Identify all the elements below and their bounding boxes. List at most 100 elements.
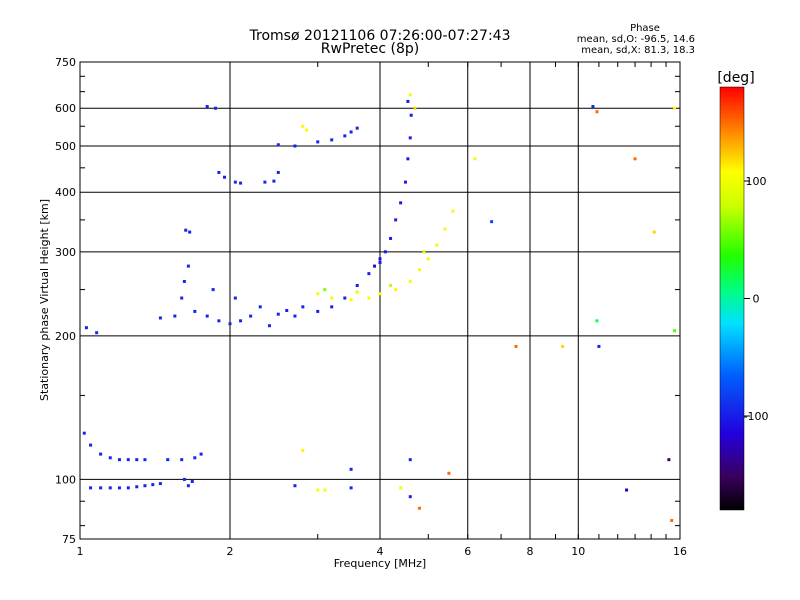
- data-point: [330, 296, 334, 300]
- data-point: [135, 458, 139, 462]
- phase-stats-x: mean, sd,X: 81.3, 18.3: [581, 45, 695, 56]
- data-point: [673, 329, 677, 333]
- data-point: [633, 157, 637, 161]
- y-tick-label: 200: [55, 330, 76, 343]
- data-point: [249, 314, 253, 318]
- x-tick-label: 4: [377, 545, 384, 558]
- data-point: [408, 93, 412, 97]
- y-axis-label: Stationary phase Virtual Height [km]: [38, 199, 51, 401]
- data-point: [323, 488, 327, 492]
- data-point: [217, 319, 221, 323]
- data-point: [223, 175, 227, 179]
- data-point: [408, 136, 412, 140]
- data-point: [373, 264, 377, 268]
- data-point: [239, 181, 243, 185]
- data-point: [276, 143, 280, 147]
- data-point: [406, 99, 410, 103]
- data-point: [561, 344, 565, 348]
- data-point: [316, 309, 320, 313]
- data-point: [473, 157, 477, 161]
- data-point: [166, 458, 170, 462]
- data-point: [343, 296, 347, 300]
- data-point: [276, 170, 280, 174]
- x-tick-label: 10: [571, 545, 585, 558]
- data-point: [514, 344, 518, 348]
- colorbar-ticks: 100 0 -100: [744, 175, 769, 423]
- data-point: [383, 250, 387, 254]
- data-point: [403, 180, 407, 184]
- data-point: [408, 495, 412, 499]
- data-point: [190, 479, 194, 483]
- data-point: [205, 105, 209, 109]
- x-tick-label: 1: [77, 545, 84, 558]
- data-point: [625, 488, 629, 492]
- data-point: [213, 106, 217, 110]
- data-point: [406, 157, 410, 161]
- data-point: [367, 272, 371, 276]
- chart-title: Tromsø 20121106 07:26:00-07:27:43: [249, 28, 511, 44]
- data-points: [82, 93, 677, 523]
- data-point: [490, 220, 494, 224]
- data-point: [316, 292, 320, 296]
- data-point: [399, 486, 403, 490]
- y-tick-label: 75: [62, 533, 76, 546]
- data-point: [293, 144, 297, 148]
- data-point: [389, 283, 393, 287]
- colorbar-tick-label: -100: [744, 410, 769, 423]
- data-point: [595, 319, 599, 323]
- data-point: [267, 324, 271, 328]
- x-axis-ticks: 1 2 4 6 8 10 16: [77, 62, 687, 558]
- data-point: [305, 128, 309, 132]
- data-point: [135, 485, 139, 489]
- data-point: [417, 268, 421, 272]
- data-point: [595, 110, 599, 114]
- data-point: [158, 482, 162, 486]
- data-point: [422, 250, 426, 254]
- data-point: [143, 484, 147, 488]
- data-point: [143, 458, 147, 462]
- data-point: [293, 314, 297, 318]
- y-tick-label: 500: [55, 140, 76, 153]
- data-point: [409, 113, 413, 117]
- data-point: [301, 305, 305, 309]
- phase-stats-heading: Phase: [630, 23, 660, 34]
- data-point: [184, 228, 188, 232]
- data-point: [591, 105, 595, 109]
- data-point: [301, 448, 305, 452]
- data-point: [394, 288, 398, 292]
- y-tick-label: 100: [55, 473, 76, 486]
- data-point: [652, 230, 656, 234]
- data-point: [182, 279, 186, 283]
- data-point: [285, 308, 289, 312]
- data-point: [158, 316, 162, 320]
- y-tick-label: 750: [55, 56, 76, 69]
- data-point: [239, 319, 243, 323]
- data-point: [233, 180, 237, 184]
- data-point: [126, 458, 130, 462]
- data-point: [258, 305, 262, 309]
- data-point: [597, 344, 601, 348]
- data-point: [89, 443, 93, 447]
- data-point: [272, 179, 276, 183]
- y-axis-ticks: 75 100 200 300 400 500 600 750: [55, 56, 680, 546]
- data-point: [355, 126, 359, 130]
- data-point: [667, 458, 671, 462]
- data-point: [186, 264, 190, 268]
- data-point: [349, 486, 353, 490]
- data-point: [355, 283, 359, 287]
- data-point: [193, 309, 197, 313]
- data-point: [126, 486, 130, 490]
- data-point: [186, 484, 190, 488]
- colorbar-tick-label: 100: [746, 175, 767, 188]
- data-point: [205, 314, 209, 318]
- y-tick-label: 400: [55, 186, 76, 199]
- colorbar-label: [deg]: [717, 70, 754, 86]
- data-point: [89, 486, 93, 490]
- data-point: [435, 243, 439, 247]
- data-point: [316, 488, 320, 492]
- x-axis-label: Frequency [MHz]: [334, 557, 426, 570]
- y-tick-label: 300: [55, 246, 76, 259]
- data-point: [293, 484, 297, 488]
- data-point: [323, 288, 327, 292]
